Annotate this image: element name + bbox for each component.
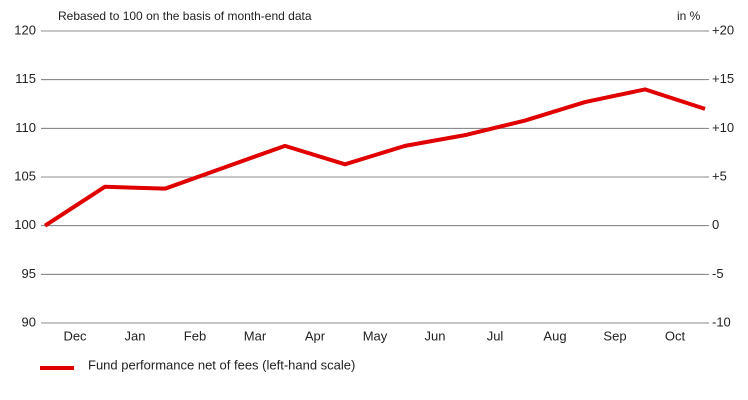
x-tick-label: Jun	[425, 328, 446, 343]
x-tick-label: Jul	[487, 328, 504, 343]
series-line	[43, 87, 706, 228]
y2-tick-label: -5	[712, 266, 724, 281]
x-tick-label: Sep	[603, 328, 626, 343]
x-tick-label: Apr	[305, 328, 326, 343]
legend-label: Fund performance net of fees (left-hand …	[88, 357, 355, 372]
y2-tick-label: +20	[712, 22, 734, 37]
y-tick-label: 100	[14, 217, 36, 232]
x-tick-label: Aug	[543, 328, 566, 343]
x-tick-label: Oct	[665, 328, 686, 343]
x-tick-label: May	[363, 328, 388, 343]
y2-tick-label: 0	[712, 217, 719, 232]
x-tick-label: Feb	[184, 328, 206, 343]
y2-tick-label: +10	[712, 120, 734, 135]
y2-unit-label: in %	[677, 9, 701, 23]
y-tick-label: 120	[14, 22, 36, 37]
x-tick-label: Jan	[125, 328, 146, 343]
x-tick-label: Dec	[63, 328, 87, 343]
y-tick-label: 90	[22, 314, 36, 329]
subtitle: Rebased to 100 on the basis of month-end…	[58, 9, 312, 23]
y-tick-label: 95	[22, 266, 36, 281]
y-tick-label: 110	[15, 120, 36, 135]
y2-tick-label: +5	[712, 168, 727, 183]
y2-tick-label: -10	[712, 314, 731, 329]
x-tick-label: Mar	[244, 328, 267, 343]
y-tick-label: 105	[14, 168, 36, 183]
y-tick-label: 115	[15, 71, 36, 86]
y2-tick-label: +15	[712, 71, 734, 86]
